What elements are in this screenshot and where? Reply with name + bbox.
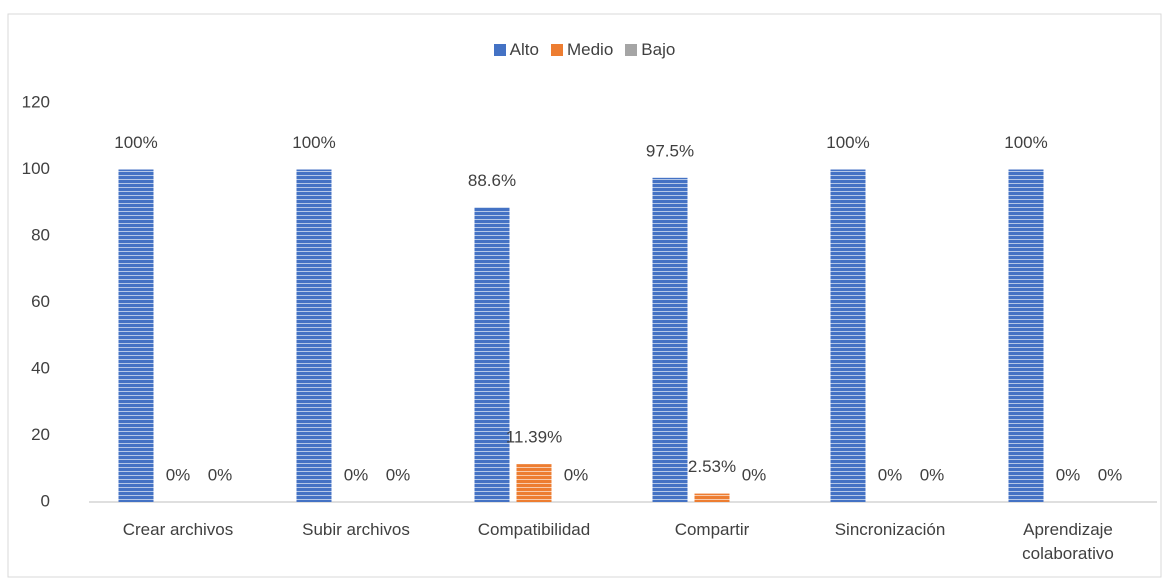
y-tick-label: 60 xyxy=(31,292,50,311)
legend-label: Medio xyxy=(566,40,614,59)
legend-swatch xyxy=(493,44,506,56)
data-label: 100% xyxy=(1004,133,1047,152)
data-label: 100% xyxy=(114,133,157,152)
y-tick-label: 120 xyxy=(22,92,50,111)
bar xyxy=(830,169,866,502)
data-label: 0% xyxy=(1056,465,1081,484)
data-label: 0% xyxy=(1098,465,1123,484)
data-label: 11.39% xyxy=(506,428,562,447)
data-label: 0% xyxy=(564,465,589,484)
x-tick-label: Compartir xyxy=(674,520,750,539)
data-label: 97.5% xyxy=(646,141,694,160)
bar xyxy=(516,464,552,502)
x-tick-label: Crear archivos xyxy=(122,520,234,539)
y-tick-label: 100 xyxy=(22,159,50,178)
x-tick-label: Aprendizaje colaborativo xyxy=(1022,520,1114,563)
legend-label: Alto xyxy=(509,40,539,59)
bar xyxy=(1008,169,1044,502)
data-label: 0% xyxy=(386,465,411,484)
data-label: 0% xyxy=(344,465,369,484)
data-label: 0% xyxy=(742,465,767,484)
data-label: 0% xyxy=(878,465,903,484)
legend-label: Bajo xyxy=(641,40,676,59)
data-label: 0% xyxy=(208,465,233,484)
data-label: 0% xyxy=(166,465,191,484)
y-tick-label: 20 xyxy=(31,425,50,444)
legend-item: Medio xyxy=(550,40,614,60)
x-tick-label: Compatibilidad xyxy=(477,520,591,539)
y-tick-label: 80 xyxy=(31,225,50,244)
x-tick-label: Subir archivos xyxy=(302,520,410,539)
chart-border xyxy=(7,13,1162,578)
legend: Alto Medio Bajo xyxy=(0,40,1169,60)
data-label: 88.6% xyxy=(468,171,516,190)
y-tick-label: 40 xyxy=(31,358,50,377)
bar xyxy=(652,177,688,502)
legend-item: Alto xyxy=(493,40,539,60)
bar xyxy=(296,169,332,502)
legend-swatch xyxy=(625,44,638,56)
bar xyxy=(474,207,510,502)
y-tick-label: 0 xyxy=(41,491,50,510)
data-label: 100% xyxy=(292,133,335,152)
bar xyxy=(118,169,154,502)
data-label: 0% xyxy=(920,465,945,484)
x-tick-label: Sincronización xyxy=(834,520,946,539)
data-label: 100% xyxy=(826,133,869,152)
data-label: 2.53% xyxy=(688,457,736,476)
legend-swatch xyxy=(550,44,563,56)
bar xyxy=(694,493,730,502)
legend-item: Bajo xyxy=(625,40,675,60)
